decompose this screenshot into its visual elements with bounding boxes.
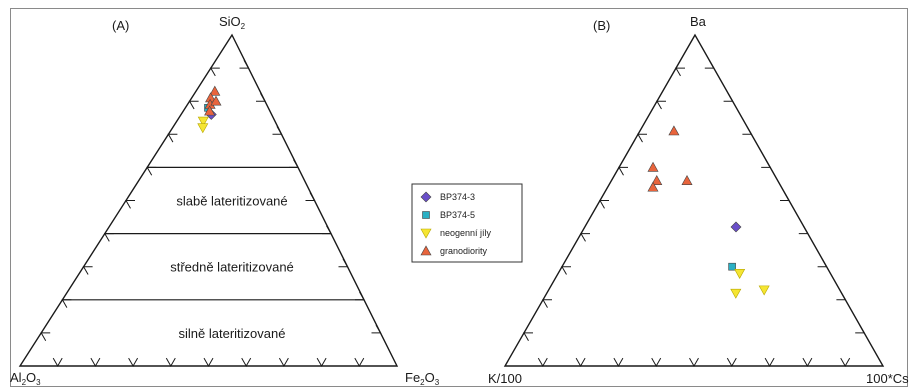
tick-bottom-b (764, 357, 775, 368)
tick-right-b (742, 126, 753, 135)
legend: BP374-3 BP374-5 neogenní jíly granodiority (411, 183, 523, 263)
legend-marker-square (422, 211, 430, 219)
legend-item-label: granodiority (440, 246, 488, 256)
point-b-triangle-up (681, 175, 693, 185)
legend-item-label: neogenní jíly (440, 228, 492, 238)
tick-right-a (338, 258, 349, 268)
tick-left-a (188, 100, 199, 110)
point-a-triangle-up (209, 85, 221, 96)
legend-item-label: BP374-5 (440, 210, 475, 220)
triangle-outline-b (503, 33, 885, 367)
tick-left-b (599, 200, 609, 209)
tick-right-b (780, 192, 790, 201)
tick-bottom-a (128, 357, 139, 368)
vertex-b-left-label: K/100 (488, 371, 522, 386)
tick-right-a (239, 60, 250, 69)
tick-left-a (82, 266, 93, 275)
tick-bottom-b (537, 357, 548, 368)
tick-left-b (561, 266, 571, 275)
vertex-b-right-label: 100*Cs (866, 371, 909, 386)
tick-bottom-a (241, 357, 252, 368)
tick-right-b (798, 225, 809, 235)
tick-bottom-b (651, 357, 662, 368)
zone-label-1: slabě lateritizované (176, 194, 287, 209)
point-b-triangle-up (647, 161, 659, 172)
vertex-b-top-label: Ba (690, 14, 707, 29)
tick-left-a (103, 233, 114, 242)
point-b-triangle-up (668, 125, 680, 136)
tick-bottom-b (726, 357, 737, 368)
tick-left-b (675, 67, 685, 77)
vertex-a-top-label: SiO2 (219, 14, 246, 31)
point-b-triangle-down (734, 269, 746, 279)
tick-left-a (167, 133, 178, 143)
point-b-triangle-up (651, 175, 663, 185)
point-a-triangle-down (197, 116, 209, 127)
zone-label-3: silně lateritizované (179, 326, 286, 341)
point-b-square (728, 262, 736, 271)
ternary-panel-a: (A) SiO2 Al2O3 Fe2O3 slabě lateritizovan… (10, 14, 440, 387)
tick-left-b (542, 299, 552, 308)
tick-bottom-a (90, 357, 101, 368)
point-b-triangle-down (730, 288, 742, 299)
tick-left-b (637, 133, 647, 143)
tick-left-b (656, 100, 666, 110)
tick-bottom-a (52, 357, 63, 368)
tick-bottom-a (278, 357, 289, 368)
ternary-panel-b: (B) Ba K/100 100*Cs (488, 14, 909, 386)
panel-a-label: (A) (112, 18, 129, 33)
panel-b-label: (B) (593, 18, 610, 33)
point-a-triangle-up (204, 105, 216, 116)
tick-right-a (322, 225, 332, 235)
tick-left-a (61, 299, 72, 308)
tick-left-b (580, 233, 590, 242)
tick-right-a (371, 324, 382, 334)
tick-bottom-b (840, 357, 851, 368)
tick-left-a (40, 332, 51, 341)
point-a-triangle-down (197, 123, 209, 134)
vertex-a-right-label: Fe2O3 (405, 370, 440, 387)
legend-item-label: BP374-3 (440, 192, 475, 202)
tick-bottom-a (316, 357, 327, 368)
tick-right-b (836, 291, 847, 301)
tick-right-a (256, 93, 266, 102)
tick-right-a (289, 159, 299, 168)
tick-right-b (761, 159, 772, 168)
tick-right-a (355, 291, 365, 301)
zone-label-2: středně lateritizované (170, 260, 294, 275)
legend-marker-triangle-up (420, 245, 432, 256)
tick-right-b (723, 93, 734, 102)
legend-marker-diamond (420, 191, 432, 203)
tick-left-b (618, 166, 628, 176)
point-b-triangle-down (758, 285, 770, 296)
tick-right-b (704, 60, 715, 69)
tick-right-b (855, 324, 866, 334)
point-b-diamond (730, 221, 742, 233)
tick-right-b (817, 258, 828, 268)
tick-bottom-b (575, 357, 586, 368)
tick-bottom-b (689, 357, 699, 368)
tick-right-a (305, 192, 316, 201)
point-a-triangle-up (210, 95, 222, 106)
tick-left-a (125, 200, 135, 209)
tick-left-b (523, 332, 533, 341)
tick-left-a (209, 67, 220, 77)
tick-left-a (146, 166, 157, 176)
tick-bottom-b (802, 357, 813, 368)
vertex-a-left-label: Al2O3 (10, 370, 41, 387)
tick-bottom-a (165, 357, 176, 368)
point-b-triangle-up (647, 181, 659, 192)
legend-marker-triangle-down (420, 228, 432, 239)
tick-bottom-b (613, 357, 624, 368)
tick-bottom-a (203, 357, 214, 368)
tick-bottom-a (354, 357, 365, 368)
tick-right-a (272, 126, 283, 135)
